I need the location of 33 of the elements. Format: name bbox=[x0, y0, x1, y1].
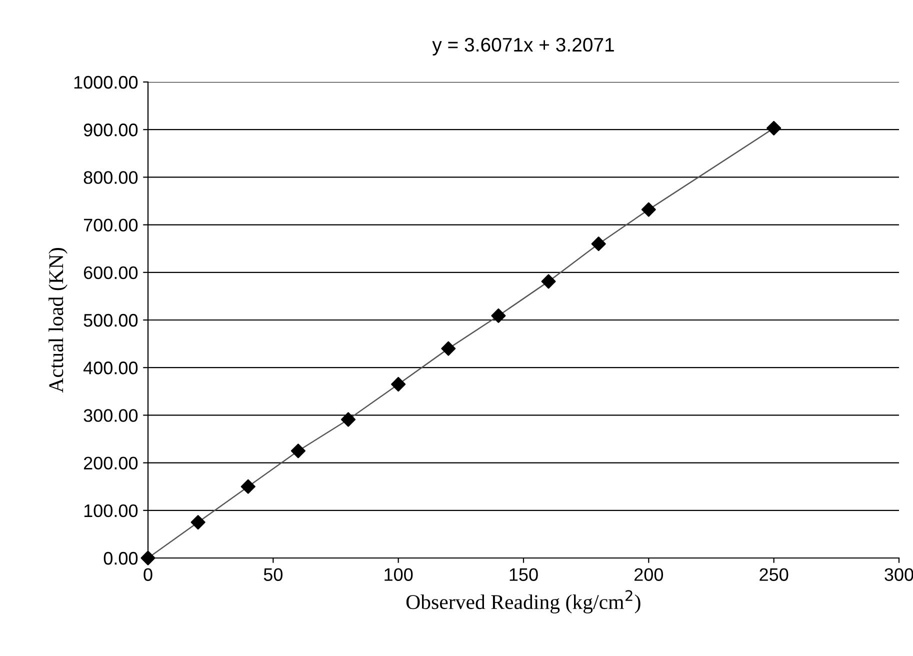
point bbox=[290, 444, 306, 458]
y-tick-label: 800.00 bbox=[84, 171, 138, 184]
y-tick-label: 700.00 bbox=[84, 218, 138, 232]
x-tick-label: 0 bbox=[144, 568, 152, 581]
x-tick-label: 200 bbox=[634, 568, 664, 581]
point bbox=[340, 412, 356, 427]
point bbox=[541, 274, 556, 289]
point bbox=[240, 479, 256, 494]
point bbox=[766, 120, 782, 136]
y-tick-label: 900.00 bbox=[84, 124, 138, 136]
y-axis-title: Actual load (KN) bbox=[48, 248, 68, 393]
point bbox=[190, 515, 206, 530]
y-tick-label: 500.00 bbox=[84, 314, 138, 327]
x-tick-label: 300 bbox=[884, 568, 913, 581]
y-tick-label: 1000.00 bbox=[74, 76, 138, 89]
x-tick-label: 100 bbox=[384, 568, 413, 581]
x-tick-label: 150 bbox=[510, 568, 538, 581]
chart-title: y = 3.6071x + 3.2071 bbox=[432, 38, 614, 56]
x-tick-label: 50 bbox=[264, 568, 283, 581]
y-tick-label: 100.00 bbox=[84, 504, 138, 518]
y-tick-label: 200.00 bbox=[84, 456, 138, 470]
x-tick-label: 250 bbox=[760, 568, 788, 581]
point bbox=[140, 550, 156, 566]
point bbox=[391, 376, 406, 392]
point bbox=[591, 236, 606, 252]
y-tick-label: 600.00 bbox=[84, 266, 138, 280]
point bbox=[641, 202, 656, 217]
x-axis-title: Observed Reading (kg/cm$^{2}$) bbox=[406, 590, 640, 614]
y-tick-label: 400.00 bbox=[83, 362, 138, 374]
y-tick-label: 300.00 bbox=[84, 409, 138, 422]
y-tick-label: 0.00 bbox=[104, 552, 138, 565]
point bbox=[491, 308, 506, 323]
point bbox=[441, 341, 456, 356]
